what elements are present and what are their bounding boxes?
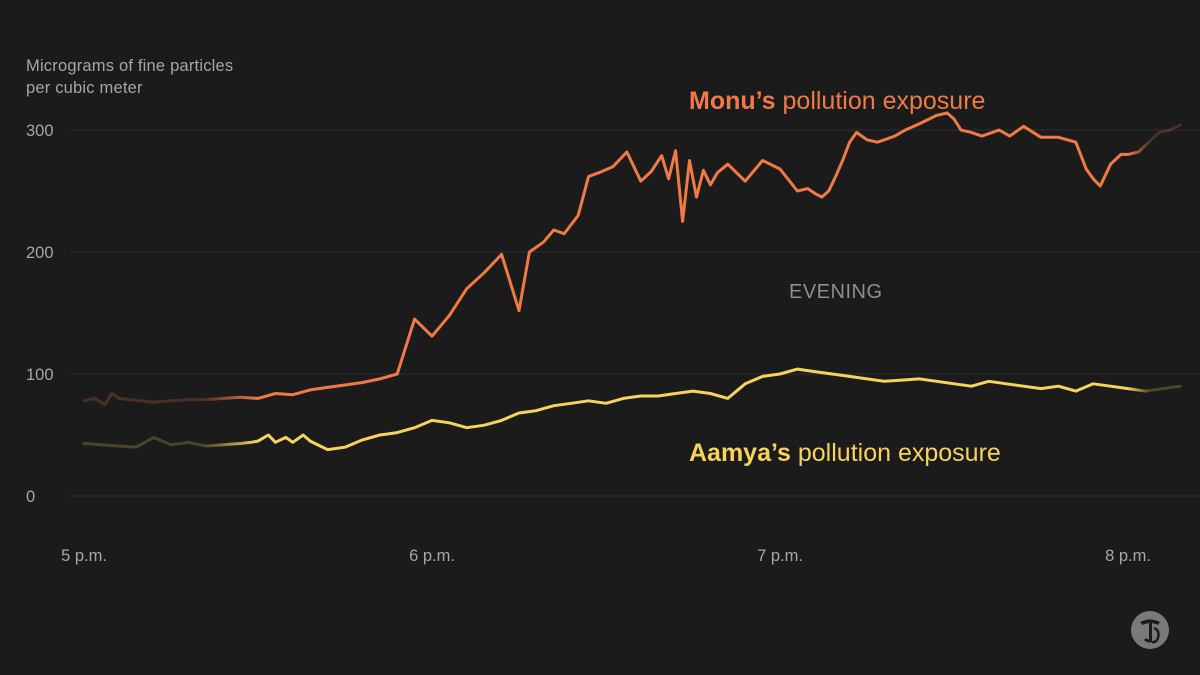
monu-series-suffix: pollution exposure (782, 87, 986, 115)
y-tick-label: 100 (26, 366, 54, 384)
newspaper-logo-icon (1131, 611, 1169, 649)
aamya-series-line (82, 367, 1182, 452)
x-tick-label: 7 p.m. (757, 547, 803, 565)
y-axis-label-line-2: per cubic meter (26, 79, 143, 97)
y-tick-label: 0 (26, 488, 35, 506)
y-axis-label-line-1: Micrograms of fine particles (26, 57, 234, 75)
x-tick-label: 5 p.m. (61, 547, 107, 565)
y-tick-label: 200 (26, 244, 54, 262)
aamya-series-name: Aamya’s (689, 439, 791, 467)
monu-series-line (82, 111, 1182, 406)
y-tick-label: 300 (26, 122, 54, 140)
x-tick-label: 6 p.m. (409, 547, 455, 565)
series-lines (82, 111, 1182, 452)
evening-annotation: EVENING (789, 281, 883, 303)
y-tick-labels: 0 100 200 300 (26, 122, 54, 506)
grid-lines (70, 129, 1200, 497)
aamya-series-suffix: pollution exposure (797, 439, 1001, 467)
monu-series-label: Monu’s pollution exposure (689, 87, 985, 116)
monu-series-name: Monu’s (689, 87, 776, 115)
x-tick-labels: 5 p.m. 6 p.m. 7 p.m. 8 p.m. (61, 547, 1151, 565)
x-tick-label: 8 p.m. (1105, 547, 1151, 565)
aamya-series-label: Aamya’s pollution exposure (689, 439, 1001, 468)
